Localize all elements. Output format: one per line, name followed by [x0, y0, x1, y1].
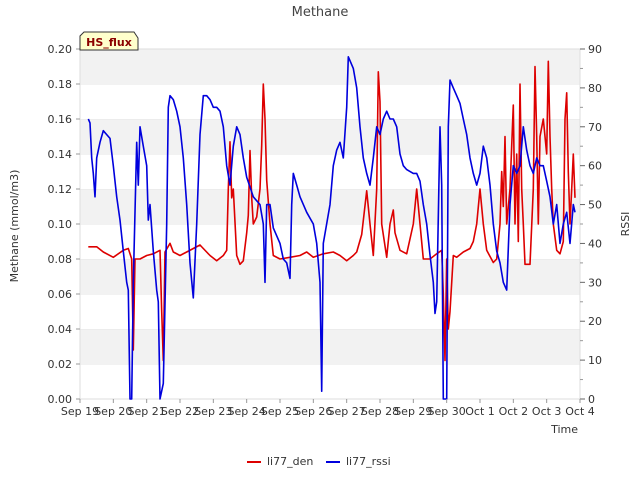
right-tick-label: 30 — [588, 276, 602, 289]
right-tick-label: 90 — [588, 43, 602, 56]
x-tick-label: Sep 24 — [228, 405, 266, 418]
badge-shape — [79, 31, 139, 51]
right-tick-label: 40 — [588, 237, 602, 250]
right-tick-label: 60 — [588, 160, 602, 173]
right-tick-label: 10 — [588, 354, 602, 367]
left-tick-label: 0.08 — [48, 253, 73, 266]
left-axis-title: Methane (mmol/m3) — [8, 170, 21, 283]
x-tick-label: Sep 19 — [61, 405, 99, 418]
x-tick-label: Sep 22 — [161, 405, 199, 418]
x-tick-label: Sep 21 — [128, 405, 166, 418]
plot-band — [80, 84, 580, 119]
left-tick-label: 0.02 — [48, 358, 73, 371]
x-tick-label: Oct 3 — [532, 405, 562, 418]
left-tick-label: 0.20 — [48, 43, 73, 56]
left-tick-label: 0.00 — [48, 393, 73, 406]
plot-band — [80, 259, 580, 294]
hs-flux-badge: HS_flux — [79, 31, 139, 51]
chart-title: Methane — [292, 5, 349, 20]
series-layer — [87, 56, 576, 400]
legend: li77_den li77_rssi — [247, 455, 391, 468]
right-tick-label: 50 — [588, 199, 602, 212]
left-tick-label: 0.06 — [48, 288, 73, 301]
plot-band — [80, 119, 580, 154]
plot-band — [80, 49, 580, 84]
left-tick-label: 0.04 — [48, 323, 73, 336]
left-tick-label: 0.12 — [48, 183, 73, 196]
plot-band — [80, 154, 580, 189]
plot-band — [80, 329, 580, 364]
x-tick-label: Sep 26 — [294, 405, 332, 418]
legend-label-li77-den: li77_den — [267, 455, 313, 468]
right-tick-label: 0 — [588, 393, 595, 406]
left-tick-label: 0.14 — [48, 148, 73, 161]
x-tick-label: Sep 29 — [394, 405, 432, 418]
badge-label: HS_flux — [86, 36, 132, 49]
plot-bands — [80, 48, 580, 399]
right-tick-label: 20 — [588, 315, 602, 328]
right-tick-label: 70 — [588, 121, 602, 134]
x-tick-label: Oct 1 — [465, 405, 495, 418]
x-tick-label: Sep 23 — [194, 405, 232, 418]
series-line-li77-den — [88, 60, 576, 362]
right-tick-label: 80 — [588, 82, 602, 95]
x-tick-label: Sep 20 — [94, 405, 132, 418]
series-line-li77-rssi — [87, 56, 576, 400]
right-axis: 0 10 20 30 40 50 60 70 80 90 — [580, 43, 602, 406]
plot-band — [80, 364, 580, 399]
x-axis-title: Time — [550, 423, 578, 436]
left-tick-label: 0.16 — [48, 113, 73, 126]
left-tick-label: 0.18 — [48, 78, 73, 91]
left-axis: 0.00 0.02 0.04 0.06 0.08 0.10 0.12 0.14 0.16 0.18… — [48, 43, 80, 406]
x-tick-label: Sep 27 — [328, 405, 366, 418]
left-tick-label: 0.10 — [48, 218, 73, 231]
plot-band — [80, 294, 580, 329]
x-tick-label: Sep 30 — [428, 405, 466, 418]
x-tick-label: Oct 4 — [565, 405, 595, 418]
right-axis-title: RSSI — [619, 212, 632, 237]
x-tick-label: Sep 25 — [261, 405, 299, 418]
x-tick-label: Oct 2 — [499, 405, 529, 418]
x-tick-label: Sep 28 — [361, 405, 399, 418]
legend-label-li77-rssi: li77_rssi — [346, 455, 391, 468]
